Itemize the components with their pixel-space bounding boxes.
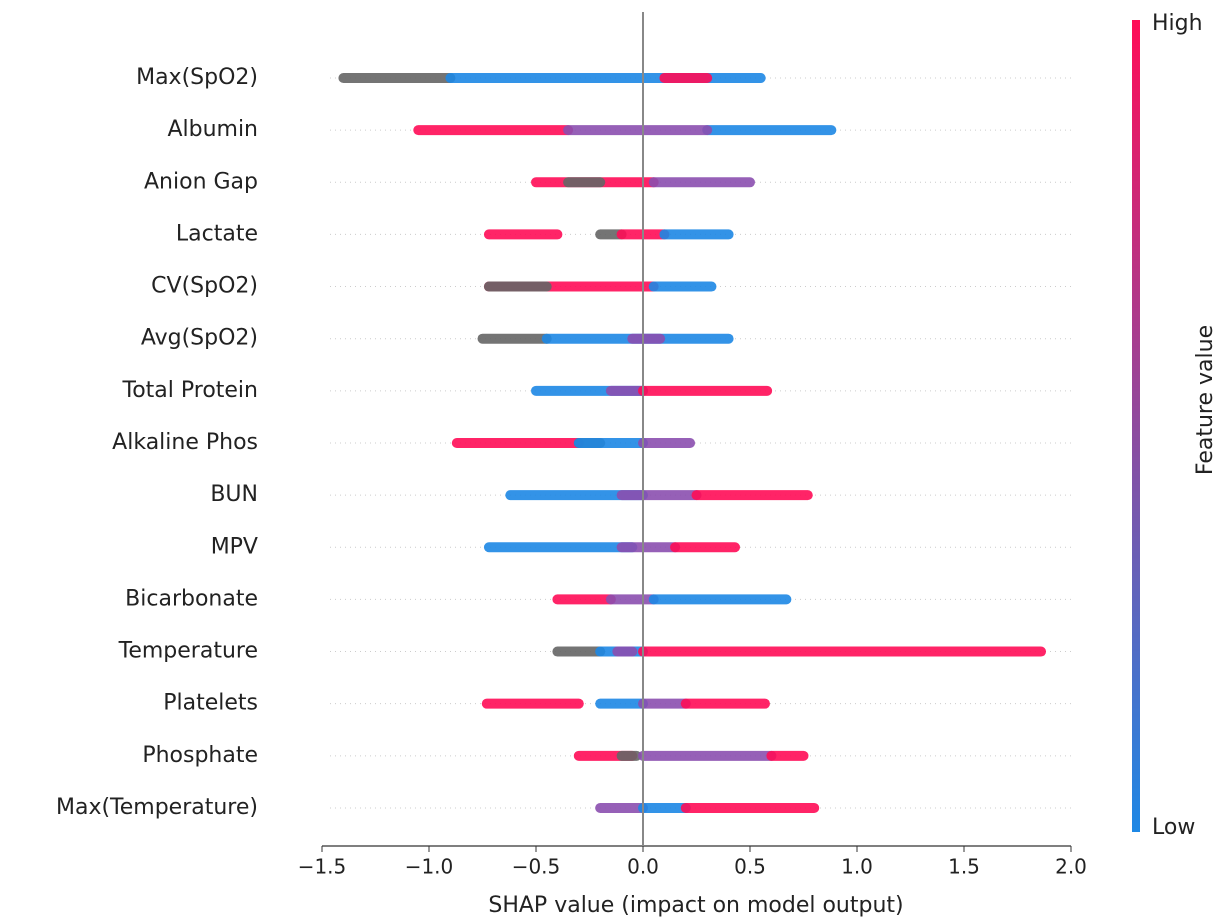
feature-label: BUN (210, 482, 258, 507)
feature-label: Alkaline Phos (112, 430, 258, 455)
feature-label: CV(SpO2) (151, 274, 258, 299)
feature-label: Max(Temperature) (56, 795, 258, 820)
feature-label: Temperature (118, 639, 258, 664)
x-tick-label: −0.5 (512, 855, 561, 879)
x-tick-label: 0.5 (734, 855, 766, 879)
feature-label: Bicarbonate (125, 586, 258, 611)
colorbar-high: High (1152, 11, 1203, 36)
colorbar-low: Low (1152, 815, 1195, 840)
x-tick-label: −1.0 (405, 855, 454, 879)
colorbar-label: Feature value (1193, 325, 1218, 475)
x-axis-label: SHAP value (impact on model output) (488, 893, 903, 918)
feature-label: MPV (211, 534, 258, 559)
feature-label: Albumin (167, 117, 258, 142)
feature-label: Avg(SpO2) (141, 326, 258, 351)
feature-label: Lactate (176, 221, 258, 246)
feature-label: Platelets (163, 691, 258, 716)
x-tick-label: 2.0 (1055, 855, 1087, 879)
feature-label: Phosphate (142, 743, 258, 768)
x-tick-label: 1.0 (841, 855, 873, 879)
x-tick-label: −1.5 (298, 855, 347, 879)
feature-label: Max(SpO2) (136, 65, 258, 90)
x-tick-label: 0.0 (627, 855, 659, 879)
colorbar (1132, 20, 1140, 832)
feature-label: Anion Gap (144, 169, 258, 194)
feature-label: Total Protein (122, 378, 259, 403)
x-tick-label: 1.5 (948, 855, 980, 879)
